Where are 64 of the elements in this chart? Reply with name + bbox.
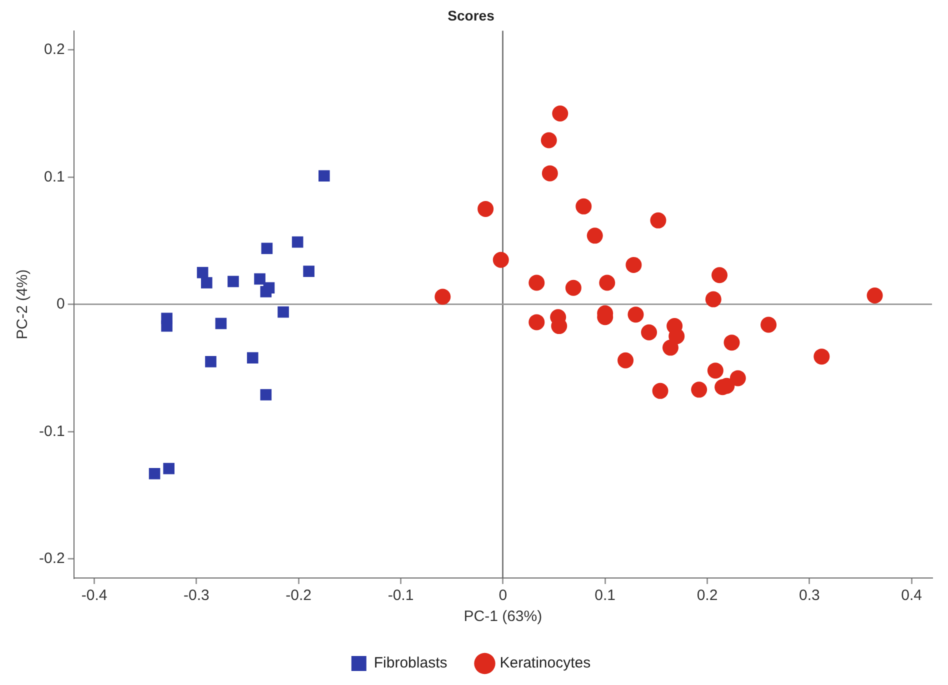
point (586, 228, 603, 244)
point (712, 267, 728, 284)
point (260, 286, 272, 298)
x-tick-label: -0.3 (184, 587, 210, 604)
point (528, 314, 545, 330)
point (246, 352, 258, 364)
point (254, 273, 266, 285)
point (215, 318, 227, 330)
point (161, 320, 172, 332)
x-tick-label: -0.4 (81, 587, 108, 604)
x-axis-title: PC-1 (63%) (464, 608, 542, 626)
point (163, 462, 175, 474)
point (552, 106, 568, 122)
point (228, 276, 239, 288)
chart-title: Scores (448, 7, 495, 24)
point (814, 348, 830, 365)
point (866, 287, 883, 304)
point (148, 468, 160, 480)
point (205, 356, 216, 368)
point (492, 252, 509, 268)
point (261, 242, 273, 254)
y-tick-label: 0.1 (44, 168, 65, 186)
point (278, 306, 289, 318)
y-tick-label: -0.2 (38, 550, 65, 568)
point (626, 256, 642, 273)
point (292, 236, 304, 248)
point (730, 370, 746, 386)
y-tick-label: 0 (56, 296, 65, 313)
x-tick-label: 0.3 (798, 587, 820, 604)
point (724, 334, 740, 351)
x-tick-label: 0.2 (696, 587, 718, 604)
y-tick-label: -0.1 (38, 422, 65, 440)
point (542, 165, 558, 182)
y-tick-label: 0.2 (44, 41, 65, 58)
x-tick-label: -0.1 (388, 587, 414, 604)
point (528, 274, 545, 291)
point (540, 132, 557, 148)
x-tick-label: 0.4 (901, 587, 922, 604)
x-tick-label: 0 (498, 587, 508, 604)
point (599, 274, 616, 291)
point (691, 382, 708, 398)
point (434, 288, 451, 305)
legend-label: Fibroblasts (374, 654, 448, 672)
legend-label: Keratinocytes (500, 654, 591, 672)
point (576, 198, 592, 214)
point (565, 280, 582, 296)
point (618, 352, 634, 368)
point (260, 389, 272, 400)
point (707, 362, 724, 379)
point (318, 170, 330, 182)
point (705, 291, 722, 308)
y-axis-title: PC-2 (4%) (14, 269, 32, 340)
x-tick-label: -0.2 (286, 587, 312, 604)
x-tick-label: 0.1 (594, 587, 616, 604)
point (650, 212, 666, 228)
point (652, 382, 668, 399)
point (662, 340, 678, 356)
point (760, 316, 777, 333)
point (628, 306, 644, 323)
point (478, 200, 494, 217)
point (641, 324, 658, 340)
point (201, 277, 212, 288)
point (668, 328, 685, 344)
point (303, 266, 314, 277)
